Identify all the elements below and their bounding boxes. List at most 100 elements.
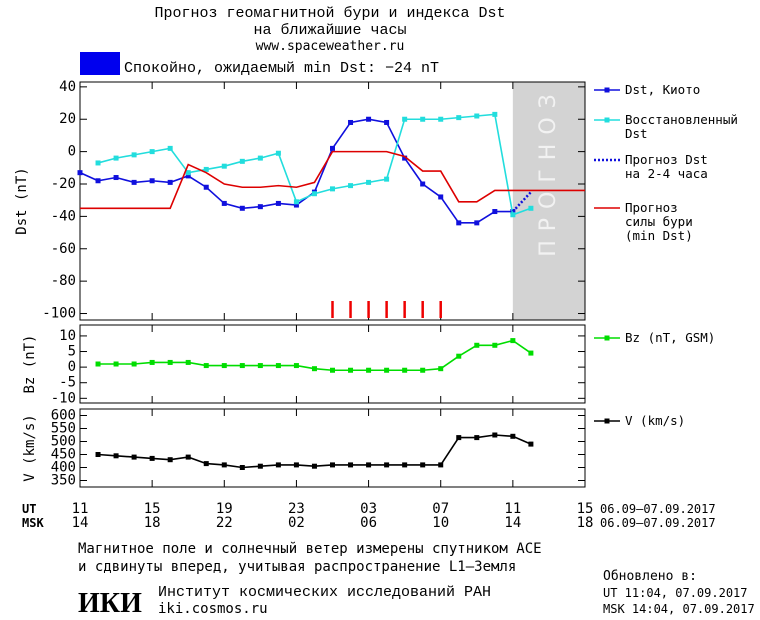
legend-label: V (km/s): [625, 413, 685, 428]
x2-tick-label: 22: [216, 515, 233, 531]
x2-tick-label: 14: [72, 515, 89, 531]
legend-label: Прогноз силы бури (min Dst): [625, 200, 693, 243]
data-point: [275, 150, 281, 156]
legend-swatch: [604, 335, 610, 341]
data-point: [185, 454, 191, 460]
y-tick-label: -40: [51, 208, 76, 224]
data-point: [131, 179, 137, 185]
panel-frame: [79, 81, 586, 321]
y-axis-label: Dst (nT): [14, 167, 30, 234]
legend-label: Dst, Киото: [625, 82, 700, 97]
data-point: [221, 363, 227, 369]
data-point: [275, 363, 281, 369]
legend-label: Bz (nT, GSM): [625, 330, 715, 345]
data-point: [438, 462, 444, 468]
data-point: [510, 212, 516, 218]
note: Магнитное поле и солнечный ветер измерен…: [78, 541, 542, 557]
data-point: [366, 462, 372, 468]
data-point: [330, 367, 335, 373]
data-point: [348, 119, 354, 125]
data-point: [185, 173, 191, 179]
data-point: [384, 367, 390, 373]
y-tick-label: 0: [68, 359, 76, 375]
updated-time: UT 11:04, 07.09.2017: [603, 586, 748, 600]
data-point: [203, 184, 209, 190]
y-tick-label: 400: [51, 460, 76, 476]
data-point: [366, 179, 372, 185]
data-point: [456, 435, 462, 441]
x2-axis-label: MSK: [22, 516, 44, 530]
data-point: [366, 367, 372, 373]
series-line: [98, 339, 532, 372]
date-range: 06.09–07.09.2017: [600, 502, 716, 516]
x-tick-label: 07: [432, 501, 449, 517]
data-point: [528, 350, 534, 356]
data-point: [149, 455, 155, 461]
y-tick-label: -60: [51, 241, 76, 257]
data-point: [456, 220, 462, 226]
x-tick-label: 11: [72, 501, 89, 517]
y-tick-label: -10: [51, 390, 76, 406]
data-point: [384, 462, 390, 468]
data-point: [275, 462, 281, 468]
x2-tick-label: 02: [288, 515, 305, 531]
data-point: [275, 200, 281, 206]
y-tick-label: -80: [51, 273, 76, 289]
data-point: [293, 363, 299, 369]
x-tick-label: 03: [360, 501, 377, 517]
data-point: [203, 461, 209, 467]
data-point: [456, 353, 462, 359]
data-point: [384, 119, 390, 125]
x2-tick-label: 14: [504, 515, 521, 531]
data-point: [203, 166, 209, 172]
legend-label: Восстановленный Dst: [625, 112, 738, 141]
data-point: [348, 367, 354, 373]
data-point: [492, 342, 498, 348]
series-line: [80, 150, 585, 210]
subtitle: на ближайшие часы: [253, 22, 406, 39]
data-point: [113, 453, 119, 459]
data-point: [311, 366, 317, 372]
data-point: [95, 160, 101, 166]
legend-label: Прогноз Dst на 2-4 часа: [625, 152, 708, 181]
updated-time: MSK 14:04, 07.09.2017: [603, 602, 755, 616]
data-point: [456, 115, 462, 121]
data-point: [330, 462, 335, 468]
data-point: [293, 462, 299, 468]
data-point: [167, 359, 173, 365]
data-point: [528, 205, 534, 211]
data-point: [474, 220, 480, 226]
y-tick-label: 550: [51, 421, 76, 437]
note: и сдвинуты вперед, учитывая распростране…: [78, 559, 516, 575]
x-tick-label: 15: [144, 501, 161, 517]
data-point: [167, 179, 173, 185]
data-point: [185, 170, 191, 176]
data-point: [113, 175, 119, 181]
data-point: [492, 111, 498, 117]
x2-tick-label: 18: [577, 515, 594, 531]
data-point: [330, 145, 335, 151]
data-point: [402, 367, 408, 373]
data-point: [510, 433, 516, 439]
data-point: [221, 200, 227, 206]
data-point: [257, 155, 263, 161]
data-point: [131, 454, 137, 460]
forecast-label: ПРОГНОЗ: [536, 85, 561, 257]
data-point: [131, 361, 137, 367]
data-point: [384, 176, 390, 182]
data-point: [420, 367, 426, 373]
data-point: [203, 363, 209, 369]
y-tick-label: 450: [51, 447, 76, 463]
y-tick-label: 5: [68, 344, 76, 360]
data-point: [420, 116, 426, 122]
data-point: [474, 435, 480, 441]
data-point: [474, 113, 480, 119]
date-range: 06.09–07.09.2017: [600, 516, 716, 530]
data-point: [528, 441, 534, 447]
y-tick-label: -5: [59, 375, 76, 391]
data-point: [402, 155, 408, 161]
data-point: [492, 209, 498, 215]
data-point: [330, 186, 335, 192]
data-point: [113, 361, 119, 367]
